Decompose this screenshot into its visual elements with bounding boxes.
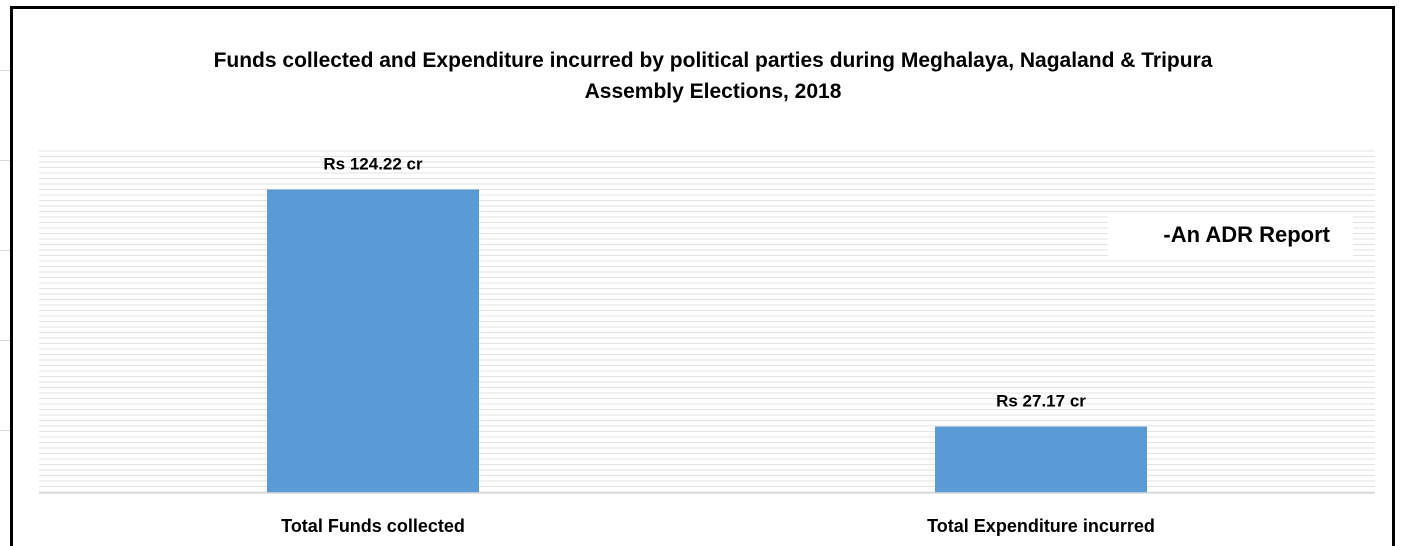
row-gridline xyxy=(0,340,10,341)
bars xyxy=(267,189,1147,494)
bar-0[interactable] xyxy=(267,189,479,494)
gridlines xyxy=(39,150,1375,493)
annotation-text: -An ADR Report xyxy=(1163,222,1330,247)
row-gridline xyxy=(0,70,10,71)
category-labels: Total Funds collected Total Expenditure i… xyxy=(281,516,1155,536)
chart-area[interactable]: Funds collected and Expenditure incurred… xyxy=(10,6,1395,546)
bar-chart: Funds collected and Expenditure incurred… xyxy=(39,49,1375,536)
chart-title-line-2: Assembly Elections, 2018 xyxy=(585,80,842,103)
data-label-0: Rs 124.22 cr xyxy=(323,155,423,174)
annotation-box xyxy=(1108,213,1353,257)
row-gridline xyxy=(0,250,10,251)
bar-1[interactable] xyxy=(935,426,1147,493)
chart-title-line-1: Funds collected and Expenditure incurred… xyxy=(214,49,1213,72)
category-label-1: Total Expenditure incurred xyxy=(927,516,1155,536)
row-gridline xyxy=(0,160,10,161)
row-gridline xyxy=(0,430,10,431)
category-label-0: Total Funds collected xyxy=(281,516,465,536)
data-labels: Rs 124.22 cr Rs 27.17 cr xyxy=(323,155,1086,411)
data-label-1: Rs 27.17 cr xyxy=(996,392,1086,411)
